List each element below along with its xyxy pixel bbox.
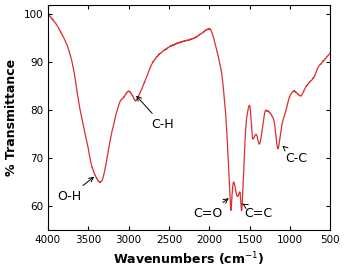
Text: C=O: C=O: [193, 199, 228, 220]
Text: C-H: C-H: [137, 96, 174, 131]
Y-axis label: % Transmittance: % Transmittance: [5, 59, 18, 176]
X-axis label: Wavenumbers (cm$^{-1}$): Wavenumbers (cm$^{-1}$): [114, 251, 265, 268]
Text: O-H: O-H: [57, 177, 93, 203]
Text: C-C: C-C: [283, 146, 307, 165]
Text: C=C: C=C: [243, 204, 273, 220]
